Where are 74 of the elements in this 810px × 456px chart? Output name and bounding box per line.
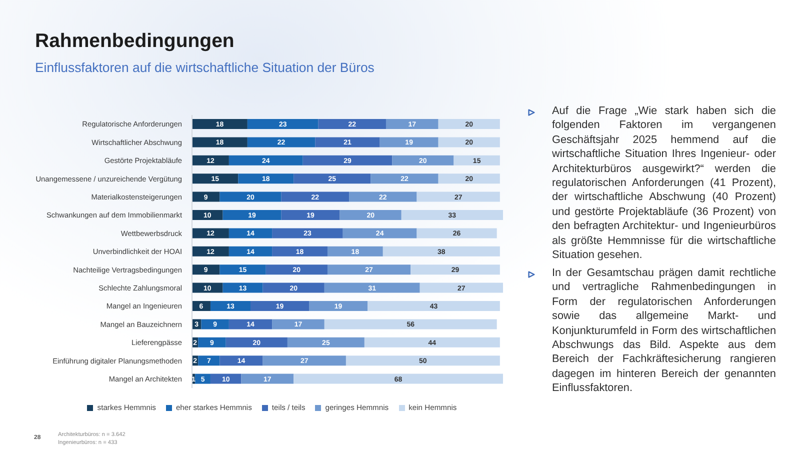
bar	[272, 228, 343, 238]
bar	[364, 337, 500, 348]
bar	[201, 319, 229, 330]
bar	[309, 301, 368, 311]
bar	[392, 155, 454, 166]
bar	[368, 301, 500, 311]
bar	[192, 155, 229, 166]
text: In der Gesamtschau prägen damit rechtliche und vertragliche Rahmenbedingungen in Form der regulatorischen Anforderungen sowie das allgemeine Markt- und Konjunkturumfeld in Form des wirtschaftlichen Abschwungs das Bild. Aspekte aus dem Bereich der Fachkräftesicherung rangieren dagegen im hinteren Bereich der genannten Einflussfaktoren.	[552, 267, 776, 394]
bar	[192, 246, 229, 256]
bar	[220, 192, 282, 202]
bar	[192, 174, 238, 184]
bar	[195, 374, 210, 384]
chart-title: Rahmenbedingungen	[35, 30, 234, 52]
bar	[192, 282, 223, 293]
bar	[318, 119, 386, 129]
bar	[416, 192, 500, 202]
bar	[386, 119, 438, 129]
bar	[272, 319, 324, 330]
bar	[340, 210, 402, 220]
bar	[228, 228, 272, 238]
bar	[324, 319, 497, 330]
bar	[410, 264, 500, 275]
bar	[226, 337, 288, 348]
bar	[266, 264, 328, 275]
bar	[241, 374, 294, 384]
bar	[382, 246, 500, 256]
bar	[438, 174, 500, 184]
bar	[302, 155, 392, 166]
bar	[315, 137, 380, 148]
bar	[287, 337, 364, 348]
chart-subtitle: Einflussfaktoren auf die wirtschaftliche Situation der Büros	[35, 60, 374, 75]
bar	[222, 282, 263, 293]
bar	[438, 137, 500, 148]
bar	[324, 282, 420, 293]
bar	[250, 301, 310, 311]
bar	[327, 246, 383, 256]
bar	[327, 264, 411, 275]
bar	[192, 119, 248, 129]
bar	[192, 210, 223, 220]
bar	[228, 319, 272, 330]
bar	[220, 356, 263, 366]
bar	[228, 246, 272, 256]
bar	[220, 264, 266, 275]
bar	[238, 174, 294, 184]
bar	[420, 282, 503, 293]
bar	[346, 356, 500, 366]
bar	[198, 356, 220, 366]
bar	[192, 137, 248, 148]
bar	[192, 228, 229, 238]
bar	[272, 246, 328, 256]
bar	[281, 192, 350, 202]
bar	[294, 174, 371, 184]
bar	[192, 192, 220, 202]
bar	[198, 337, 226, 348]
bar	[438, 119, 500, 129]
bar	[192, 264, 220, 275]
bar	[349, 192, 417, 202]
bar	[416, 228, 497, 238]
bar	[342, 228, 417, 238]
bar	[210, 374, 242, 384]
bar	[401, 210, 503, 220]
bar	[247, 137, 316, 148]
bar	[294, 374, 503, 384]
bar	[262, 282, 324, 293]
bar	[281, 210, 340, 220]
bar	[222, 210, 282, 220]
bar	[247, 119, 318, 129]
bar	[262, 356, 346, 366]
bar	[454, 155, 500, 166]
bar	[380, 137, 438, 148]
bar	[210, 301, 251, 311]
text: Auf die Frage „Wie stark haben sich die folgenden Faktoren im vergangenen Geschäftsjahr 2025 hemmend auf die wirtschaftliche Situation Ihres Ingenieur- oder Architekturbüros ausgewirkt?“ werden die regulatorischen Anforderungen (41 Prozent), der wirtschaftliche Abschwung (40 Prozent) und gestörte Projektabläufe (36 Prozent) von den befragten Architektur- und Ingenieurbüros als größte Hemmnisse für die wirtschaftliche Situation gesehen.	[552, 105, 776, 262]
bar	[228, 155, 303, 166]
bar	[370, 174, 438, 184]
